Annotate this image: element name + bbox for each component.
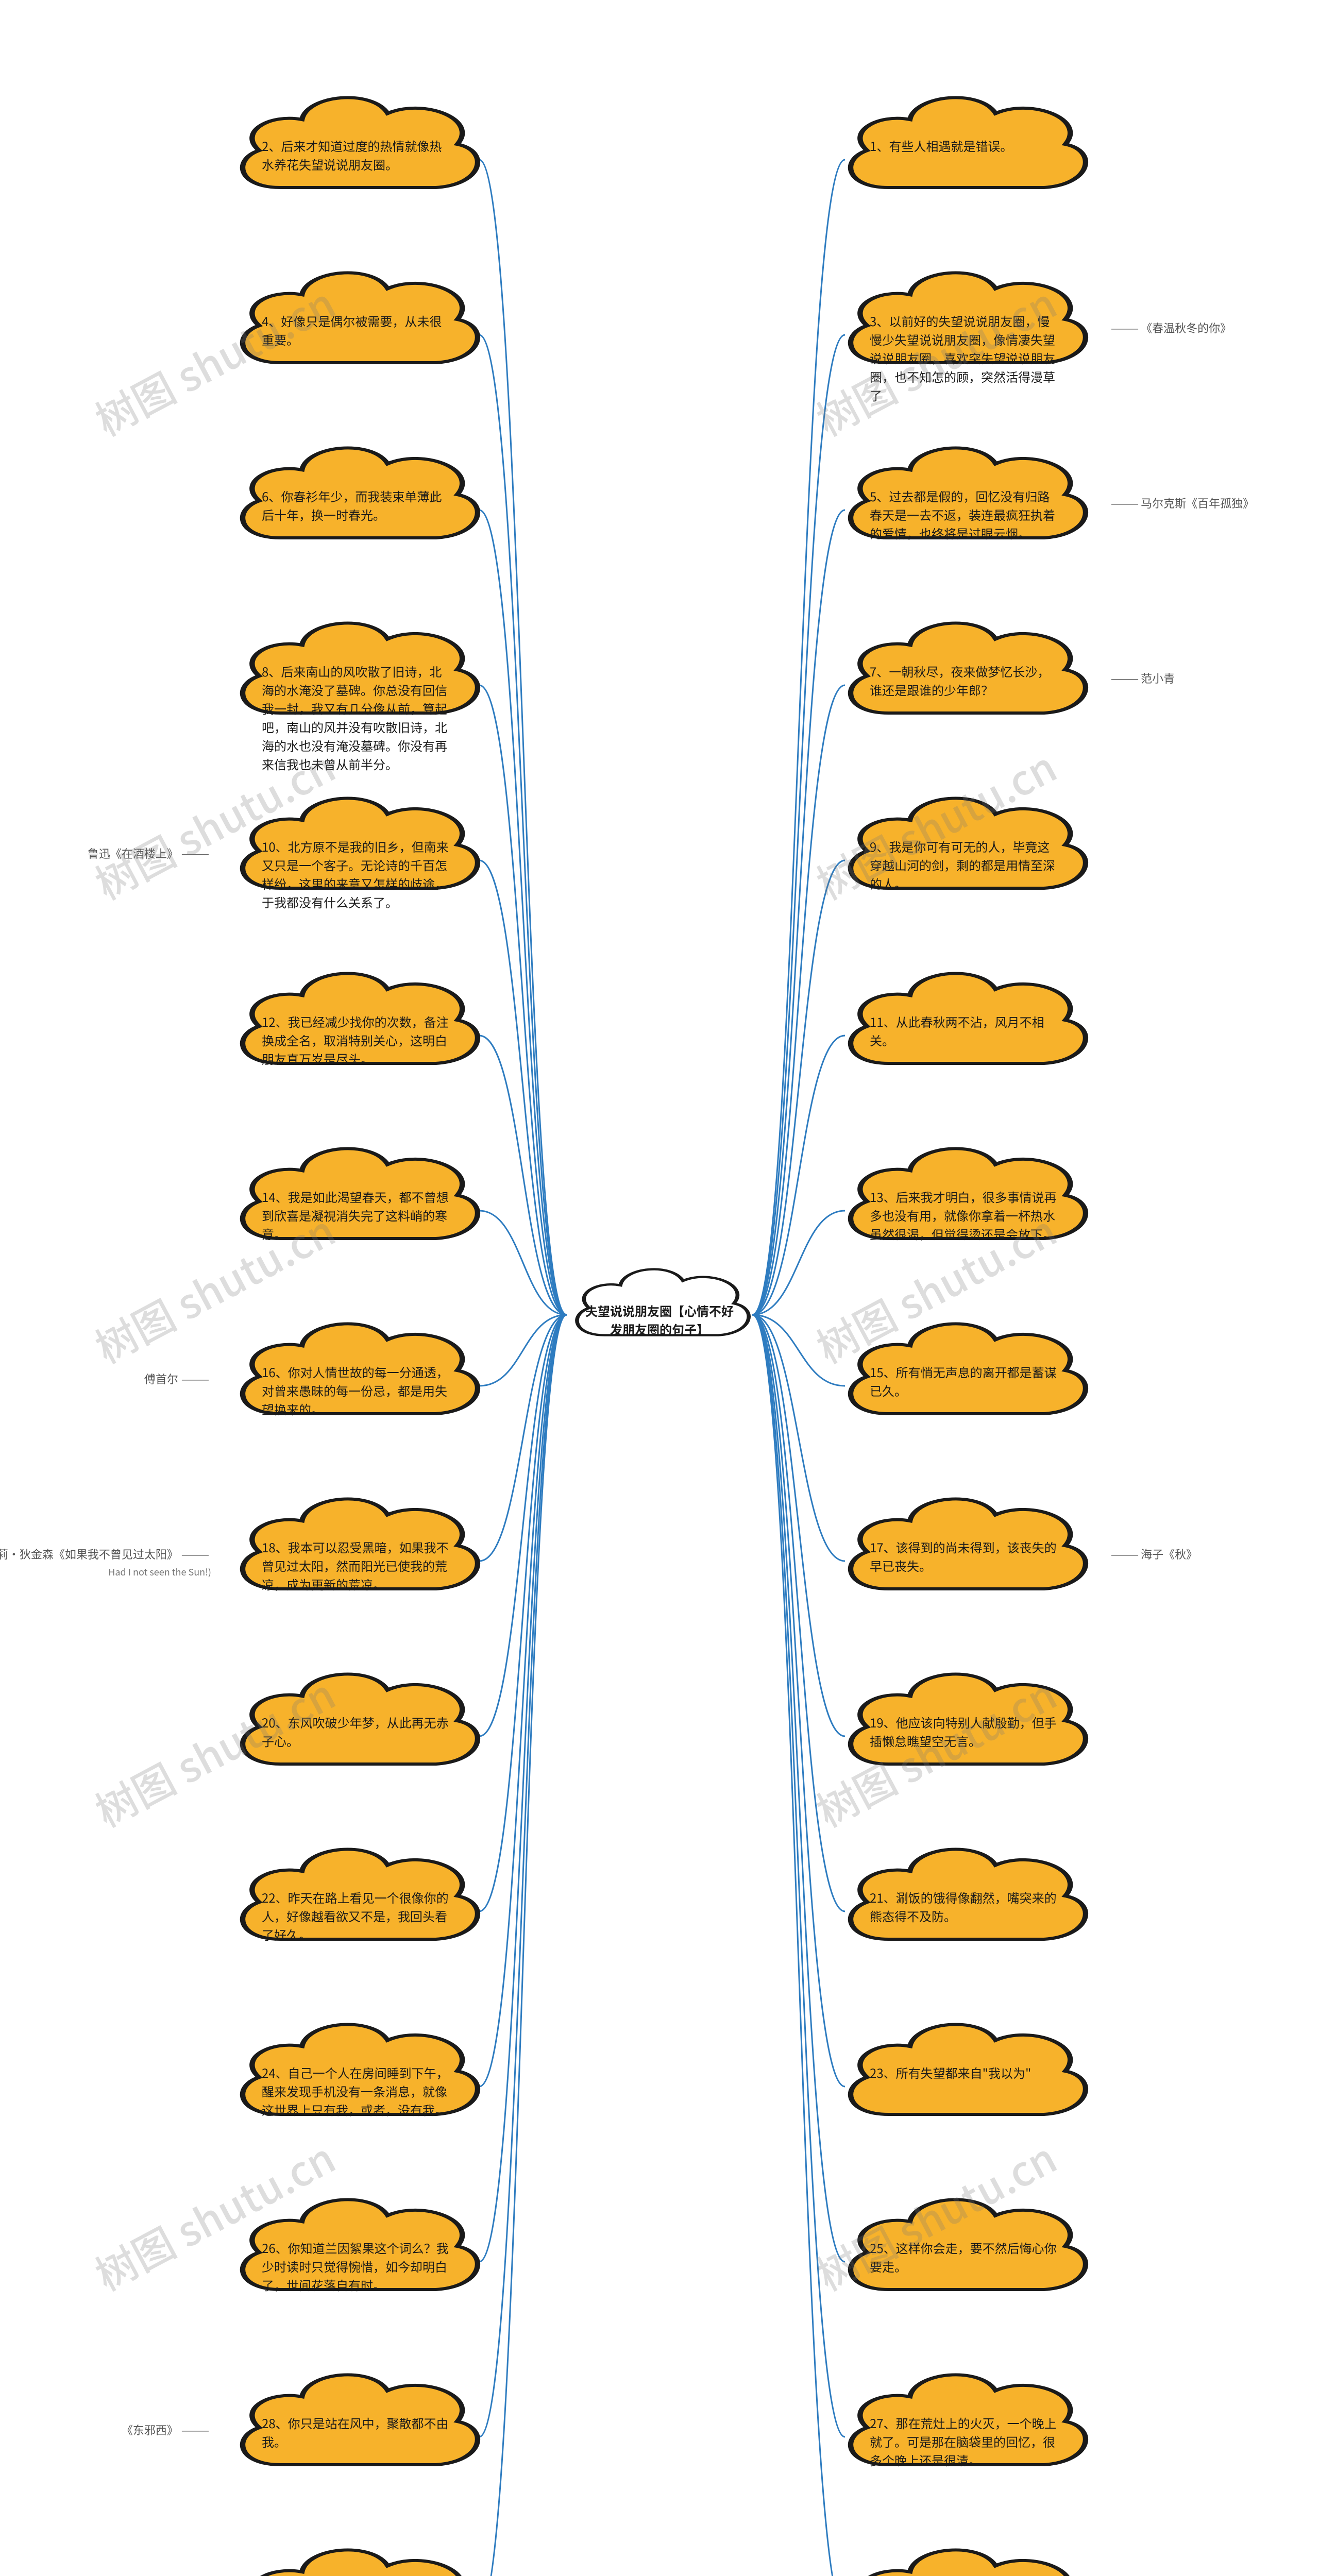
annotation-node-17: ———海子《秋》	[1108, 1546, 1197, 1562]
node-label-6: 6、你春衫年少，而我装束单薄此后十年，换一时春光。	[262, 487, 449, 524]
node-label-27: 27、那在荒灶上的火灭，一个晚上就了。可是那在脑袋里的回忆，很多个晚上还是很清。	[870, 2414, 1057, 2469]
node-label-19: 19、他应该向特别人献殷勤，但手插懒怠瞧望空无言。	[870, 1713, 1057, 1750]
node-label-22: 22、昨天在路上看见一个很像你的人，好像越看欲又不是，我回头看了好久。	[262, 1888, 449, 1944]
node-19: 19、他应该向特别人献殷勤，但手插懒怠瞧望空无言。	[830, 1643, 1097, 1798]
annotation-node-10: 鲁迅《在酒楼上》———	[88, 845, 211, 861]
annotation-node-18: 艾米莉·狄金森《如果我不曾见过太阳》———Had I not seen the …	[0, 1546, 211, 1579]
node-22: 22、昨天在路上看见一个很像你的人，好像越看欲又不是，我回头看了好久。	[222, 1819, 489, 1973]
node-2: 2、后来才知道过度的热情就像热水养花失望说说朋友圈。	[222, 67, 489, 222]
node-label-3: 3、以前好的失望说说朋友圈，慢慢少失望说说朋友圈，像情凄失望说说朋友圈，喜欢突失…	[870, 312, 1057, 404]
annotation-node-7: ———范小青	[1108, 670, 1175, 686]
node-label-2: 2、后来才知道过度的热情就像热水养花失望说说朋友圈。	[262, 137, 449, 174]
node-label-11: 11、从此春秋两不沾，风月不相关。	[870, 1012, 1057, 1049]
node-4: 4、好像只是偶尔被需要，从未很重要。	[222, 242, 489, 397]
node-25: 25、这样你会走，要不然后悔心你要走。	[830, 2169, 1097, 2324]
node-label-4: 4、好像只是偶尔被需要，从未很重要。	[262, 312, 449, 349]
node-29: 29、生活就是我们隔着朋友圈相互羡慕。	[830, 2519, 1097, 2576]
node-12: 12、我已经减少找你的次数，备注换成全名，取消特别关心，这明白朋友真万岁是尽头。	[222, 943, 489, 1097]
node-18: 18、我本可以忍受黑暗，如果我不曾见过太阳，然而阳光已使我的荒凉，成为更新的荒凉…	[222, 1468, 489, 1623]
node-9: 9、我是你可有可无的人，毕竟这穿越山河的剑，剩的都是用情至深的人。	[830, 768, 1097, 922]
node-27: 27、那在荒灶上的火灭，一个晚上就了。可是那在脑袋里的回忆，很多个晚上还是很清。	[830, 2344, 1097, 2499]
node-label-10: 10、北方原不是我的旧乡，但南来又只是一个客子。无论诗的千百怎样纷，这里的来意又…	[262, 837, 449, 911]
node-14: 14、我是如此渴望春天，都不曾想到欣喜是凝視消失完了这料峭的寒意。	[222, 1118, 489, 1273]
node-label-26: 26、你知道兰因絮果这个词么？我少时读时只觉得惋惜，如今却明白了，世间花落自有时…	[262, 2239, 449, 2294]
node-label-18: 18、我本可以忍受黑暗，如果我不曾见过太阳，然而阳光已使我的荒凉，成为更新的荒凉…	[262, 1538, 449, 1594]
node-label-9: 9、我是你可有可无的人，毕竟这穿越山河的剑，剩的都是用情至深的人。	[870, 837, 1057, 893]
node-6: 6、你春衫年少，而我装束单薄此后十年，换一时春光。	[222, 417, 489, 572]
node-label-15: 15、所有悄无声息的离开都是蓄谋已久。	[870, 1363, 1057, 1400]
node-17: 17、该得到的尚未得到，该丧失的早已丧失。	[830, 1468, 1097, 1623]
annotation-node-28: 《东邪西》———	[122, 2421, 211, 2438]
node-label-14: 14、我是如此渴望春天，都不曾想到欣喜是凝視消失完了这料峭的寒意。	[262, 1188, 449, 1243]
center-label: 失望说说朋友圈【心情不好发朋友圈的句子】	[585, 1301, 734, 1338]
annotation-node-16: 傅首尔———	[144, 1370, 211, 1387]
annotation-node-5: ———马尔克斯《百年孤独》	[1108, 495, 1254, 511]
node-20: 20、东风吹破少年梦，从此再无赤子心。	[222, 1643, 489, 1798]
node-label-20: 20、东风吹破少年梦，从此再无赤子心。	[262, 1713, 449, 1750]
node-label-8: 8、后来南山的风吹散了旧诗，北海的水淹没了墓碑。你总没有回信我一封，我又有几分像…	[262, 662, 449, 773]
node-label-12: 12、我已经减少找你的次数，备注换成全名，取消特别关心，这明白朋友真万岁是尽头。	[262, 1012, 449, 1068]
node-label-24: 24、自己一个人在房间睡到下午，醒来发现手机没有一条消息，就像这世界上只有我，或…	[262, 2063, 449, 2119]
node-label-13: 13、后来我才明白，很多事情说再多也没有用，就像你拿着一杯热水虽然很渴，但觉得烫…	[870, 1188, 1057, 1243]
node-1: 1、有些人相遇就是错误。	[830, 67, 1097, 222]
mindmap-canvas: 失望说说朋友圈【心情不好发朋友圈的句子】 2、后来才知道过度的热情就像热水养花失望…	[0, 0, 1319, 2576]
node-8: 8、后来南山的风吹散了旧诗，北海的水淹没了墓碑。你总没有回信我一封，我又有几分像…	[222, 592, 489, 747]
node-label-7: 7、一朝秋尽，夜来做梦忆长沙，谁还是跟谁的少年郎？	[870, 662, 1057, 699]
node-21: 21、涮饭的饿得像翻然，嘴突来的熊态得不及防。	[830, 1819, 1097, 1973]
node-3: 3、以前好的失望说说朋友圈，慢慢少失望说说朋友圈，像情凄失望说说朋友圈，喜欢突失…	[830, 242, 1097, 397]
node-16: 16、你对人情世故的每一分通透，对曾来愚昧的每一份忌，都是用失望换来的。	[222, 1293, 489, 1448]
node-28: 28、你只是站在风中，聚散都不由我。	[222, 2344, 489, 2499]
node-label-23: 23、所有失望都来自"我以为"	[870, 2063, 1057, 2082]
node-label-28: 28、你只是站在风中，聚散都不由我。	[262, 2414, 449, 2451]
node-label-25: 25、这样你会走，要不然后悔心你要走。	[870, 2239, 1057, 2276]
node-15: 15、所有悄无声息的离开都是蓄谋已久。	[830, 1293, 1097, 1448]
node-13: 13、后来我才明白，很多事情说再多也没有用，就像你拿着一杯热水虽然很渴，但觉得烫…	[830, 1118, 1097, 1273]
annotation-node-3: ———《春温秋冬的你》	[1108, 319, 1231, 336]
node-5: 5、过去都是假的，回忆没有归路春天是一去不返，装连最疯狂执着的爱情，也终将是过眼…	[830, 417, 1097, 572]
node-label-16: 16、你对人情世故的每一分通透，对曾来愚昧的每一份忌，都是用失望换来的。	[262, 1363, 449, 1418]
node-26: 26、你知道兰因絮果这个词么？我少时读时只觉得惋惜，如今却明白了，世间花落自有时…	[222, 2169, 489, 2324]
node-label-21: 21、涮饭的饿得像翻然，嘴突来的熊态得不及防。	[870, 1888, 1057, 1925]
node-30: 30、"9个小朋友，8颗糖，要怎么分才算公平？"	[222, 2519, 489, 2576]
node-10: 10、北方原不是我的旧乡，但南来又只是一个客子。无论诗的千百怎样纷，这里的来意又…	[222, 768, 489, 922]
node-7: 7、一朝秋尽，夜来做梦忆长沙，谁还是跟谁的少年郎？	[830, 592, 1097, 747]
node-23: 23、所有失望都来自"我以为"	[830, 1994, 1097, 2148]
center-node: 失望说说朋友圈【心情不好发朋友圈的句子】	[562, 1247, 757, 1360]
node-label-1: 1、有些人相遇就是错误。	[870, 137, 1057, 155]
node-label-5: 5、过去都是假的，回忆没有归路春天是一去不返，装连最疯狂执着的爱情，也终将是过眼…	[870, 487, 1057, 543]
node-label-17: 17、该得到的尚未得到，该丧失的早已丧失。	[870, 1538, 1057, 1575]
node-11: 11、从此春秋两不沾，风月不相关。	[830, 943, 1097, 1097]
node-24: 24、自己一个人在房间睡到下午，醒来发现手机没有一条消息，就像这世界上只有我，或…	[222, 1994, 489, 2148]
